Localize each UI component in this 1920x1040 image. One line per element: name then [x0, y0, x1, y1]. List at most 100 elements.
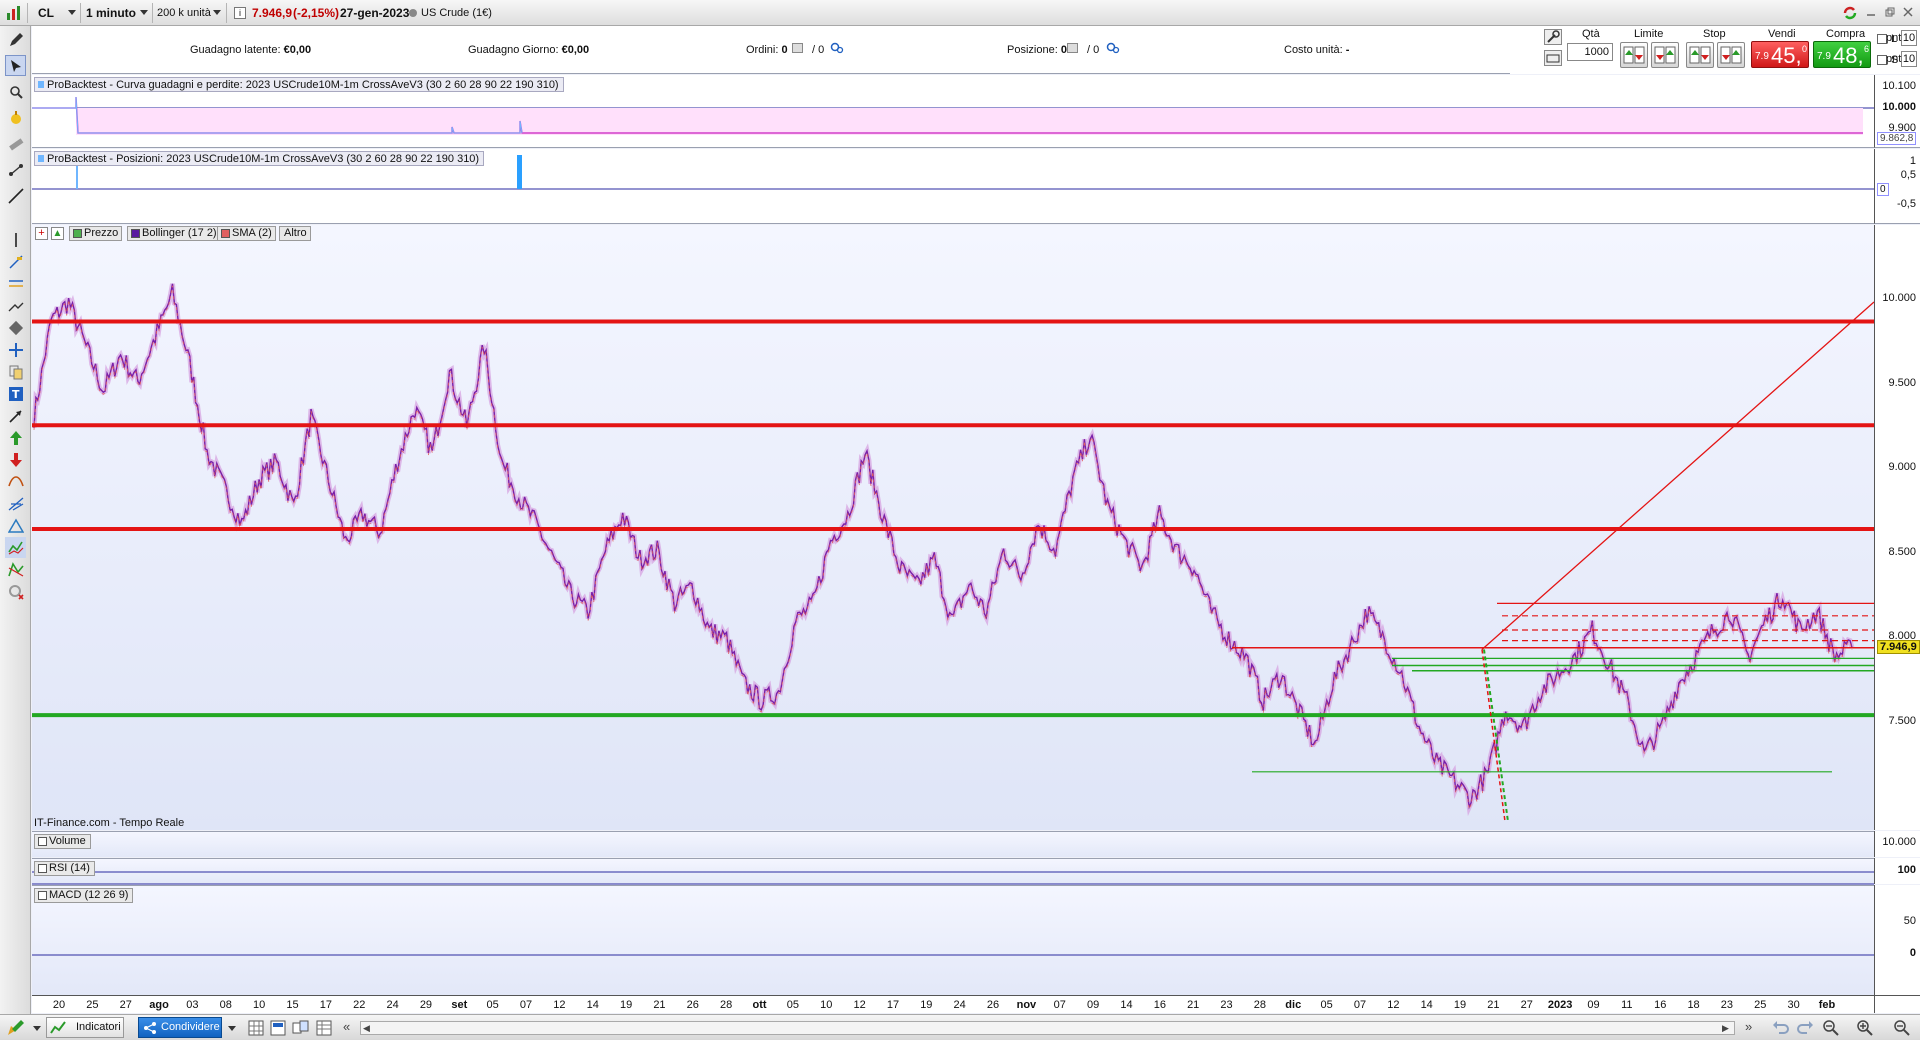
symbol-selector[interactable]: CL — [38, 6, 54, 20]
redo-icon[interactable] — [1796, 1019, 1814, 1037]
volume-chip[interactable]: Volume — [34, 834, 91, 849]
collapse-left-icon[interactable]: « — [343, 1019, 351, 1034]
chevron-down-icon[interactable] — [33, 1026, 41, 1031]
stop-checkbox[interactable] — [1877, 55, 1887, 65]
rsi-tick: 100 — [1897, 864, 1916, 876]
orders-detail-icon[interactable] — [792, 43, 803, 53]
cursor-icon[interactable] — [5, 55, 26, 76]
undo-icon[interactable] — [1772, 1019, 1790, 1037]
draw-color-icon[interactable] — [6, 1019, 26, 1037]
vertical-line-icon[interactable] — [5, 229, 26, 250]
curve-icon[interactable] — [5, 471, 26, 492]
line-icon[interactable] — [5, 185, 26, 206]
pencil-icon[interactable] — [5, 29, 26, 50]
move-up-icon[interactable]: ▲ — [51, 227, 64, 240]
chevron-down-icon[interactable] — [213, 10, 221, 15]
unit-cost-value: - — [1345, 44, 1350, 56]
sell-arrow-icon[interactable] — [5, 449, 26, 470]
buy-button[interactable]: 7.9 48, 6 — [1813, 41, 1871, 68]
fibonacci-icon[interactable] — [5, 251, 26, 272]
positions-detail-icon[interactable] — [1067, 43, 1078, 53]
equity-curve-title[interactable]: ProBacktest - Curva guadagni e perdite: … — [34, 77, 564, 92]
timeframe-selector[interactable]: 1 minuto — [86, 6, 136, 20]
stop-pnt-input[interactable]: 10 — [1901, 51, 1917, 67]
legend-price[interactable]: Prezzo — [69, 226, 123, 241]
chart-app-icon[interactable] — [6, 5, 22, 21]
horizontal-lines-icon[interactable] — [5, 273, 26, 294]
eraser-icon[interactable] — [5, 317, 26, 338]
date-tick: 24 — [386, 999, 399, 1011]
buy-arrow-icon[interactable] — [5, 427, 26, 448]
indicators-button[interactable]: Indicatori — [46, 1017, 124, 1038]
trendline-icon[interactable] — [5, 159, 26, 180]
date-tick: 10 — [820, 999, 833, 1011]
volume-panel: Volume — [32, 831, 1874, 857]
copy-icon[interactable] — [5, 361, 26, 382]
limit-sell-button[interactable] — [1651, 42, 1679, 68]
minimize-icon[interactable] — [1866, 7, 1876, 17]
delete-drawings-icon[interactable] — [5, 581, 26, 602]
limit-checkbox[interactable] — [1877, 34, 1887, 44]
screens-icon[interactable] — [292, 1020, 310, 1036]
legend-sma[interactable]: SMA (2) — [217, 226, 276, 241]
refresh-icon[interactable] — [1841, 4, 1859, 22]
info-icon[interactable]: i — [234, 7, 246, 19]
date-tick: 27 — [119, 999, 132, 1011]
legend-other[interactable]: Altro — [279, 226, 311, 241]
price-chart[interactable]: + ▲ Prezzo Bollinger (17 2) SMA (2) Altr… — [32, 225, 1874, 830]
layout-icon[interactable] — [270, 1020, 286, 1036]
stop-sell-button[interactable] — [1717, 42, 1745, 68]
move-icon[interactable] — [5, 339, 26, 360]
date-tick: nov — [1016, 999, 1037, 1011]
date-tick: 10 — [253, 999, 266, 1011]
rsi-chip[interactable]: RSI (14) — [34, 861, 95, 876]
zoom-fit-icon[interactable] — [1822, 1019, 1840, 1037]
alarm-icon[interactable] — [5, 107, 26, 128]
collapse-right-icon[interactable]: » — [1745, 1019, 1753, 1034]
date-tick: ott — [752, 999, 767, 1011]
stop-buy-button[interactable] — [1686, 42, 1714, 68]
pitchfork-icon[interactable] — [5, 493, 26, 514]
date-tick: 08 — [219, 999, 232, 1011]
grid-icon[interactable] — [248, 1020, 264, 1036]
date-tick: 22 — [353, 999, 366, 1011]
orders-search-icon[interactable] — [830, 42, 844, 54]
chevron-down-icon[interactable] — [68, 10, 76, 15]
price-tick: 9.500 — [1888, 377, 1916, 389]
limit-buy-button[interactable] — [1620, 42, 1648, 68]
sell-button[interactable]: 7.9 45, 0 — [1751, 41, 1809, 68]
restore-icon[interactable] — [1885, 7, 1895, 17]
zoom-icon[interactable] — [5, 81, 26, 102]
share-button[interactable]: Condividere — [138, 1017, 222, 1038]
close-icon[interactable] — [1903, 7, 1913, 17]
wrench-icon[interactable] — [1544, 29, 1562, 45]
date-tick: feb — [1818, 999, 1836, 1011]
wave-icon[interactable] — [5, 537, 26, 558]
qty-input[interactable]: 1000 — [1567, 43, 1613, 61]
orders-label: Ordini: — [746, 44, 779, 56]
text-icon[interactable]: T — [5, 383, 26, 404]
keyboard-icon[interactable] — [1544, 50, 1562, 66]
zoom-in-icon[interactable] — [1856, 1019, 1874, 1037]
chevron-down-icon[interactable] — [140, 10, 148, 15]
ruler-icon[interactable] — [5, 133, 26, 154]
macd-chip[interactable]: MACD (12 26 9) — [34, 888, 134, 903]
positions-search-icon[interactable] — [1106, 42, 1120, 54]
positions-total: / 0 — [1087, 44, 1100, 56]
zoom-out-icon[interactable] — [1893, 1019, 1911, 1037]
chevron-down-icon[interactable] — [228, 1026, 236, 1031]
units-selector[interactable]: 200 k unità — [157, 7, 211, 19]
pattern-icon[interactable] — [5, 559, 26, 580]
legend-bollinger[interactable]: Bollinger (17 2) — [127, 226, 221, 241]
horizontal-scrollbar[interactable]: ◀ ▶ — [360, 1021, 1735, 1035]
scroll-right-icon[interactable]: ▶ — [1722, 1023, 1729, 1033]
limit-pnt-input[interactable]: 10 — [1901, 30, 1917, 46]
scroll-left-icon[interactable]: ◀ — [363, 1023, 370, 1033]
table-icon[interactable] — [316, 1020, 332, 1036]
channel-icon[interactable] — [5, 295, 26, 316]
expand-icon[interactable]: + — [35, 227, 48, 240]
arrow-icon[interactable] — [5, 405, 26, 426]
triangle-icon[interactable] — [5, 515, 26, 536]
positions-title[interactable]: ProBacktest - Posizioni: 2023 USCrude10M… — [34, 151, 485, 166]
